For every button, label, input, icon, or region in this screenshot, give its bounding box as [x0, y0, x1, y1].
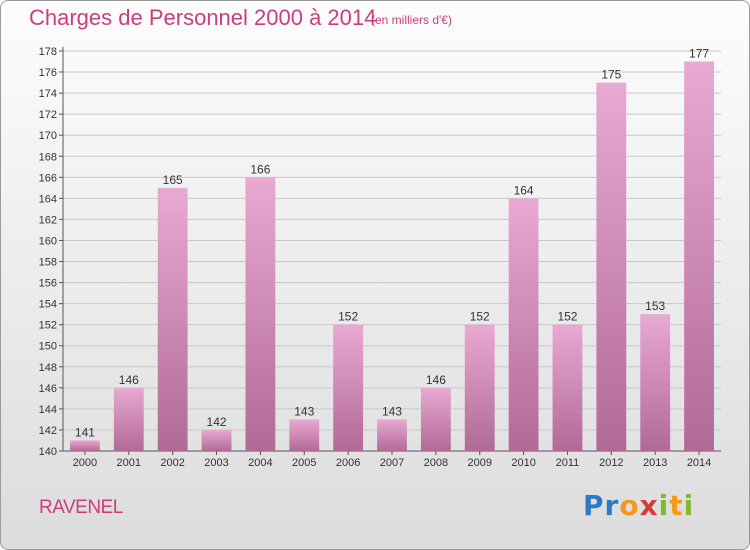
y-tick-label: 156: [39, 278, 57, 290]
y-tick-label: 164: [39, 193, 57, 205]
logo-letter: P: [583, 489, 605, 522]
y-tick-label: 172: [39, 109, 57, 121]
bar: [596, 82, 627, 451]
data-label: 164: [514, 183, 534, 197]
data-labels: 141 146 165 142 166 143 152 143 146 152 164 152 175 1…: [75, 47, 709, 440]
y-tick-label: 148: [39, 362, 57, 374]
x-tick-label: 2006: [336, 457, 360, 469]
location-label: RAVENEL: [39, 497, 123, 518]
chart-subtitle: (en milliers d'€): [371, 13, 452, 27]
data-label: 175: [601, 68, 621, 82]
bar: [70, 440, 100, 451]
logo-letter: x: [639, 489, 659, 522]
bar: [552, 324, 583, 451]
y-tick-label: 170: [39, 130, 57, 142]
bars: [70, 61, 714, 452]
x-tick-label: 2010: [511, 457, 535, 469]
logo-letter: i: [658, 489, 670, 522]
logo-letter: t: [669, 489, 684, 522]
data-label: 152: [338, 310, 358, 324]
x-tick-label: 2009: [467, 457, 491, 469]
x-tick-label: 2013: [643, 457, 667, 469]
data-label: 152: [557, 310, 577, 324]
y-tick-label: 178: [39, 46, 57, 58]
bar: [333, 324, 364, 451]
logo-letter: r: [604, 489, 620, 522]
y-tick-label: 162: [39, 214, 57, 226]
y-tick-label: 168: [39, 151, 57, 163]
x-tick-label: 2005: [292, 457, 316, 469]
data-label: 152: [470, 310, 490, 324]
bar: [377, 419, 407, 451]
y-tick-label: 140: [39, 446, 57, 458]
x-tick-label: 2011: [556, 457, 580, 469]
data-label: 142: [207, 415, 227, 429]
x-tick-label: 2001: [117, 457, 141, 469]
x-tick-label: 2000: [73, 457, 97, 469]
data-label: 141: [75, 425, 95, 439]
data-label: 166: [250, 162, 270, 176]
data-label: 143: [382, 404, 402, 418]
x-tick-label: 2008: [424, 457, 448, 469]
x-tick-label: 2012: [599, 457, 623, 469]
x-tick-label: 2007: [380, 457, 404, 469]
y-tick-label: 146: [39, 383, 57, 395]
logo-letter: i: [683, 489, 695, 522]
bar: [245, 177, 276, 451]
data-label: 153: [645, 299, 665, 313]
bar: [464, 324, 495, 451]
bar: [157, 187, 188, 451]
y-tick-label: 150: [39, 341, 57, 353]
bar: [508, 198, 539, 451]
data-label: 177: [689, 47, 709, 61]
bar: [640, 314, 671, 451]
y-tick-label: 174: [39, 88, 57, 100]
x-tick-label: 2014: [687, 457, 711, 469]
y-tick-label: 160: [39, 235, 57, 247]
y-tick-label: 144: [39, 404, 57, 416]
proxiti-logo: Proxiti: [583, 489, 694, 522]
axes: 1401421441461481501521541561581601621641…: [39, 46, 721, 469]
x-tick-label: 2004: [248, 457, 272, 469]
y-tick-label: 176: [39, 67, 57, 79]
data-label: 146: [119, 373, 139, 387]
x-tick-label: 2003: [204, 457, 228, 469]
y-tick-label: 154: [39, 299, 57, 311]
data-label: 146: [426, 373, 446, 387]
y-tick-label: 166: [39, 172, 57, 184]
bar: [113, 387, 144, 451]
chart-title: Charges de Personnel 2000 à 2014: [29, 5, 377, 30]
bar: [201, 429, 232, 451]
logo-letter: o: [619, 489, 640, 522]
x-tick-label: 2002: [160, 457, 184, 469]
data-label: 165: [163, 173, 183, 187]
y-tick-label: 158: [39, 257, 57, 269]
bar: [289, 419, 320, 451]
y-tick-label: 152: [39, 320, 57, 332]
bar: [420, 387, 451, 451]
data-label: 143: [294, 404, 314, 418]
bar: [684, 61, 714, 452]
y-tick-label: 142: [39, 425, 57, 437]
